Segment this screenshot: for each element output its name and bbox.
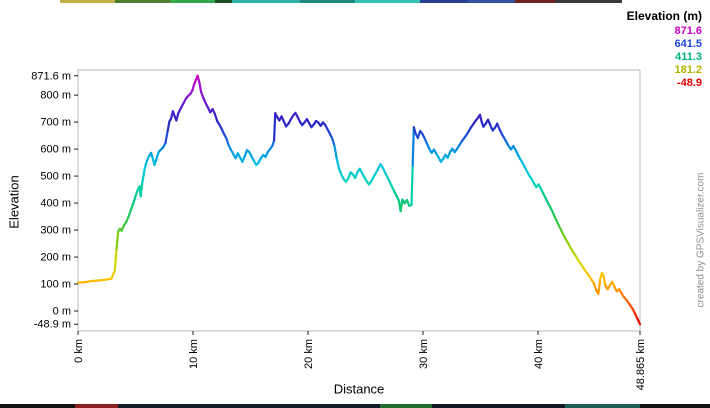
profile-segment xyxy=(333,144,338,161)
profile-segment xyxy=(113,247,118,272)
y-tick-label: 800 m xyxy=(40,90,71,102)
profile-segment xyxy=(592,282,598,291)
profile-segment xyxy=(636,317,642,326)
legend-entry: 411.3 xyxy=(675,51,702,63)
x-tick-label: 10 km xyxy=(188,339,200,369)
edge-strip-segment xyxy=(75,404,118,408)
edge-strip-segment xyxy=(565,404,640,408)
profile-segment xyxy=(602,275,607,287)
y-tick-label: 600 m xyxy=(40,144,71,156)
edge-strip-segment xyxy=(555,0,622,3)
x-tick-label: 0 km xyxy=(73,339,85,363)
profile-segment xyxy=(478,113,483,123)
edge-strip-segment xyxy=(215,0,232,3)
profile-segment xyxy=(225,137,230,147)
profile-segment xyxy=(213,112,219,123)
y-tick-label: 871.6 m xyxy=(31,70,71,82)
profile-segment xyxy=(97,278,107,282)
y-tick-label: 100 m xyxy=(40,279,71,291)
profile-segment xyxy=(272,112,277,142)
edge-strip-segment xyxy=(118,404,380,408)
profile-segment xyxy=(411,126,415,167)
edge-strip-segment xyxy=(232,0,300,3)
edge-strip-segment xyxy=(355,0,420,3)
y-tick-label: 400 m xyxy=(40,198,71,210)
edge-strip-segment xyxy=(420,0,468,3)
profile-segment xyxy=(335,157,341,170)
legend-entry: 181.2 xyxy=(674,64,702,76)
profile-segment xyxy=(166,120,171,132)
x-tick-label: 30 km xyxy=(418,339,430,369)
profile-segment xyxy=(90,279,100,283)
legend-entry: 871.6 xyxy=(674,25,702,37)
profile-segment xyxy=(134,188,139,198)
edge-strip-segment xyxy=(115,0,170,3)
bottom-edge-strip xyxy=(0,404,710,408)
profile-segment xyxy=(83,279,93,284)
profile-segment xyxy=(129,202,135,211)
y-axis-title: Elevation xyxy=(6,175,22,229)
y-tick-label: 300 m xyxy=(40,225,71,237)
legend: Elevation (m) 871.6 641.5 411.3 181.2 -48.9 xyxy=(627,10,702,90)
legend-entry: 641.5 xyxy=(674,38,702,50)
edge-strip-segment xyxy=(432,404,565,408)
profile-segment xyxy=(143,159,149,170)
edge-strip-segment xyxy=(640,404,710,408)
top-edge-strip xyxy=(0,0,710,3)
profile-segment xyxy=(141,167,146,184)
profile-segment xyxy=(410,164,414,207)
legend-title: Elevation (m) xyxy=(626,9,702,23)
profile-segment xyxy=(132,195,137,205)
profile-segment xyxy=(76,281,87,284)
profile-segment xyxy=(399,198,404,213)
legend-entry: -48.9 xyxy=(676,77,702,89)
profile-segment xyxy=(597,278,602,296)
watermark: created by GPSVisualizer.com xyxy=(695,172,707,308)
x-tick-label: 40 km xyxy=(533,339,545,369)
legend-entries: 871.6 641.5 411.3 181.2 -48.9 xyxy=(627,25,702,90)
x-tick-label: 48.865 km xyxy=(635,339,647,390)
edge-strip-segment xyxy=(0,404,75,408)
edge-strip-segment xyxy=(380,404,432,408)
y-tick-label: 500 m xyxy=(40,171,71,183)
profile-segment xyxy=(155,151,160,161)
x-tick-label: 20 km xyxy=(303,339,315,369)
edge-strip-segment xyxy=(170,0,215,3)
y-tick-label: 200 m xyxy=(40,252,71,264)
profile-segment xyxy=(175,112,180,122)
y-tick-label: -48.9 m xyxy=(34,319,71,331)
profile-segment xyxy=(331,137,336,147)
plot-border xyxy=(77,69,641,332)
edge-strip-segment xyxy=(468,0,515,3)
y-tick-label: 700 m xyxy=(40,117,71,129)
profile-segment xyxy=(139,180,144,198)
edge-strip-segment xyxy=(515,0,555,3)
edge-strip-segment xyxy=(60,0,115,3)
y-tick-label: 0 m xyxy=(53,306,71,318)
edge-strip-segment xyxy=(300,0,355,3)
profile-segment xyxy=(110,269,116,280)
profile-segment xyxy=(198,81,203,93)
profile-segment xyxy=(127,208,133,218)
x-axis-title: Distance xyxy=(333,381,385,397)
profile-segment xyxy=(115,230,120,251)
profile-segment xyxy=(164,129,169,145)
